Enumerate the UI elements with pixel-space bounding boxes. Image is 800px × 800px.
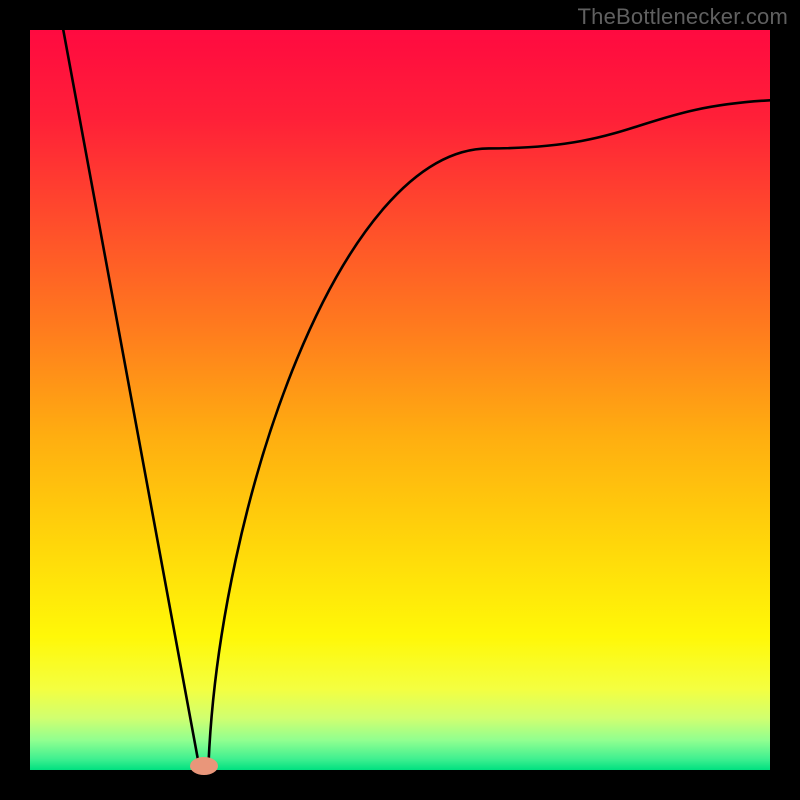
- plot-area: [30, 30, 770, 770]
- plot-svg: [30, 30, 770, 770]
- gradient-background: [30, 30, 770, 770]
- chart-frame: TheBottlenecker.com: [0, 0, 800, 800]
- sweet-spot-marker: [190, 757, 218, 775]
- watermark-text: TheBottlenecker.com: [578, 4, 788, 30]
